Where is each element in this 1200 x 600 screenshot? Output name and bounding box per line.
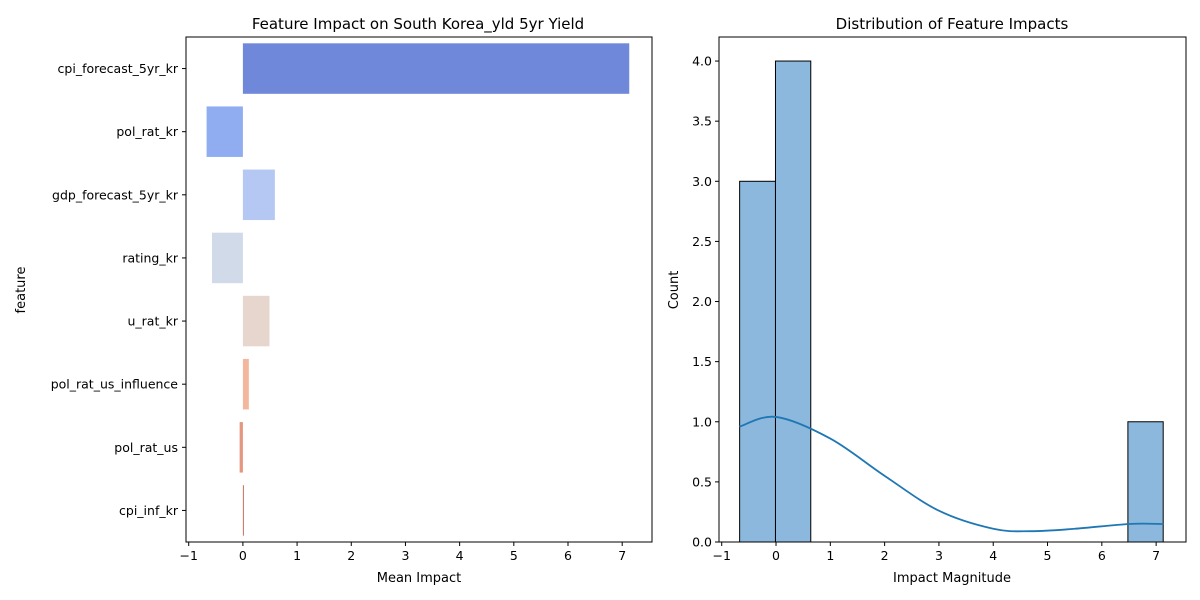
y-tick-label: 0.0 — [692, 535, 712, 550]
x-tick-label: 1 — [826, 548, 834, 563]
x-tick-label: 0 — [239, 548, 247, 563]
x-tick-label: 1 — [293, 548, 301, 563]
right-x-axis-label: Impact Magnitude — [893, 571, 1011, 586]
bar-gdp_forecast_5yr_kr — [242, 169, 275, 221]
y-tick-label: 3.0 — [692, 174, 712, 189]
x-tick-label: 3 — [935, 548, 943, 563]
y-tick-label: pol_rat_kr — [116, 124, 178, 139]
x-tick-label: 4 — [456, 548, 464, 563]
x-tick-label: 4 — [989, 548, 997, 563]
bar-pol_rat_us — [239, 422, 243, 473]
bar-u_rat_kr — [242, 295, 270, 347]
y-tick-label: pol_rat_us_influence — [51, 377, 179, 392]
y-tick-label: 4.0 — [692, 54, 712, 69]
y-tick-label: cpi_forecast_5yr_kr — [58, 61, 179, 76]
bar-pol_rat_us_influence — [242, 358, 249, 410]
y-tick-label: u_rat_kr — [127, 314, 178, 329]
x-tick-label: 2 — [347, 548, 355, 563]
y-tick-label: 2.5 — [692, 234, 712, 249]
y-tick-label: 3.5 — [692, 114, 712, 129]
y-tick-label: 1.0 — [692, 414, 712, 429]
left-plot-frame — [185, 36, 653, 543]
feature-impact-chart: Feature Impact on South Korea_yld 5yr Yi… — [14, 15, 653, 586]
impact-distribution-chart: Distribution of Feature Impacts −1 0 1 2 3 4 5… — [667, 15, 1187, 586]
right-plot-frame — [718, 36, 1187, 543]
right-chart-title: Distribution of Feature Impacts — [836, 15, 1069, 33]
y-tick-label: rating_kr — [122, 250, 179, 265]
x-tick-label: 5 — [510, 548, 518, 563]
y-tick-label: gdp_forecast_5yr_kr — [52, 187, 179, 202]
histogram-bar — [1127, 421, 1164, 543]
x-tick-label: 5 — [1044, 548, 1052, 563]
right-y-axis-label: Count — [667, 271, 682, 310]
left-x-axis-label: Mean Impact — [377, 571, 462, 586]
y-tick-label: 2.0 — [692, 294, 712, 309]
x-tick-label: 0 — [772, 548, 780, 563]
left-y-axis-label: feature — [14, 267, 29, 314]
histogram-bar — [739, 180, 776, 543]
x-tick-label: 6 — [1098, 548, 1106, 563]
y-tick-label: cpi_inf_kr — [119, 503, 179, 518]
x-tick-label: 7 — [1152, 548, 1160, 563]
kde-curve — [739, 415, 1164, 533]
bar-rating_kr — [212, 232, 243, 284]
x-tick-label: 6 — [564, 548, 572, 563]
x-tick-label: 2 — [881, 548, 889, 563]
bar-cpi_forecast_5yr_kr — [242, 43, 630, 94]
bar-cpi_inf_kr — [242, 485, 244, 536]
x-tick-label: 7 — [618, 548, 626, 563]
x-tick-label: −1 — [712, 548, 730, 563]
y-tick-label: 1.5 — [692, 354, 712, 369]
histogram-bar — [774, 60, 812, 543]
left-chart-title: Feature Impact on South Korea_yld 5yr Yi… — [252, 15, 584, 34]
y-tick-label: 0.5 — [692, 474, 712, 489]
bar-pol_rat_kr — [206, 106, 243, 157]
x-tick-label: 3 — [401, 548, 409, 563]
x-tick-label: −1 — [179, 548, 197, 563]
y-tick-label: pol_rat_us — [114, 440, 178, 455]
